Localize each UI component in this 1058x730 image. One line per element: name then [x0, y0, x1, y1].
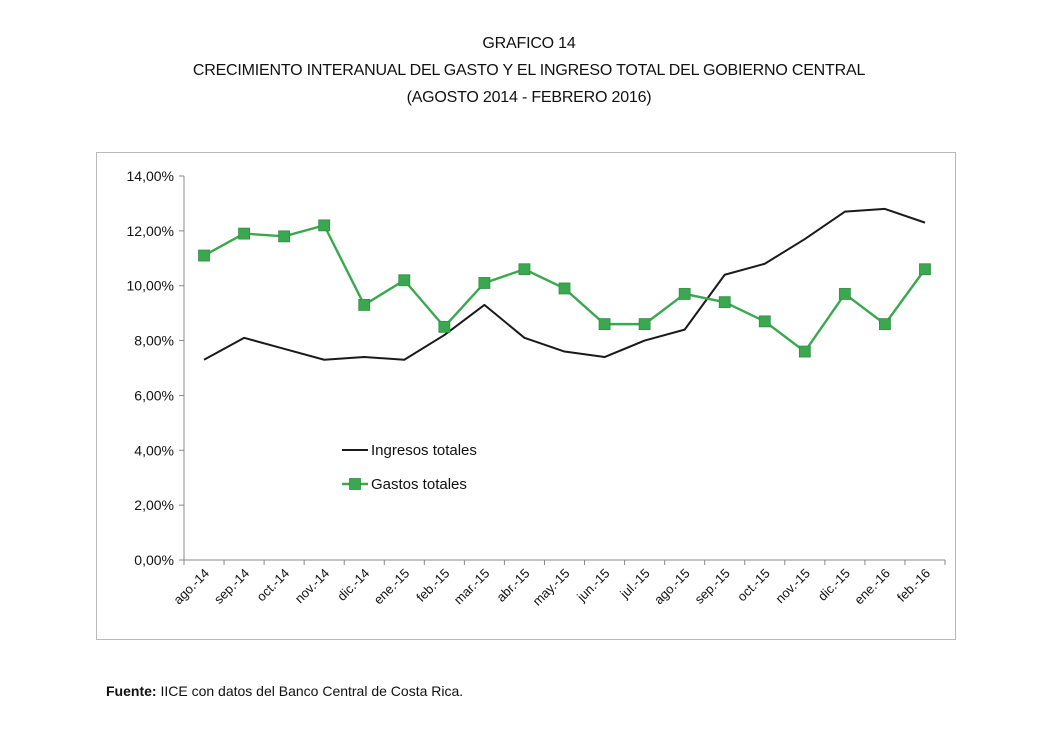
y-tick-label: 6,00% [134, 387, 174, 403]
data-point-gastos [398, 274, 411, 287]
figure-subtitle: (AGOSTO 2014 - FEBRERO 2016) [406, 89, 652, 106]
y-tick-label: 0,00% [134, 552, 174, 568]
x-tick-label: ene.-16 [851, 566, 893, 608]
figure-title: CRECIMIENTO INTERANUAL DEL GASTO Y EL IN… [192, 62, 866, 79]
legend-marker-gastos [349, 478, 361, 490]
x-tick-label: mar.-15 [451, 566, 493, 608]
data-point-gastos [919, 263, 931, 276]
x-tick-label: nov.-14 [292, 566, 333, 607]
data-point-gastos [238, 227, 250, 240]
legend-label-gastos: Gastos totales [371, 476, 467, 493]
x-tick-label: nov.-15 [772, 566, 813, 607]
data-point-gastos [598, 318, 611, 331]
data-point-gastos [838, 288, 851, 300]
x-tick-label: oct.-14 [254, 566, 293, 605]
legend-label-ingresos: Ingresos totales [371, 442, 477, 459]
y-tick-label: 14,00% [127, 168, 174, 184]
x-tick-label: ago.-15 [651, 566, 693, 608]
y-tick-label: 8,00% [134, 333, 174, 349]
data-point-gastos [758, 315, 771, 328]
source-note: Fuente: IICE con datos del Banco Central… [106, 683, 463, 699]
x-tick-label: jul.-15 [616, 566, 652, 602]
data-point-gastos [718, 296, 731, 309]
y-tick-label: 2,00% [134, 497, 174, 513]
data-point-gastos [798, 345, 811, 358]
x-tick-label: dic.-14 [334, 566, 372, 604]
data-point-gastos [478, 277, 491, 289]
x-tick-label: abr.-15 [493, 566, 532, 605]
x-tick-label: ene.-15 [371, 566, 413, 608]
x-tick-label: feb.-15 [413, 566, 452, 605]
data-point-gastos [198, 249, 210, 262]
data-point-gastos [358, 299, 371, 311]
series-line-ingresos [203, 207, 926, 361]
y-tick-label: 4,00% [134, 442, 174, 458]
source-label: Fuente: [106, 683, 157, 699]
chart-frame: 0,00% 2,00% 4,00% 6,00% 8,00% 10,00% 12,00% 14,… [96, 152, 956, 640]
figure-number: GRAFICO 14 [482, 35, 576, 52]
source-text: IICE con datos del Banco Central de Cost… [156, 683, 464, 699]
data-point-gastos [638, 318, 651, 331]
y-tick-label: 10,00% [127, 278, 174, 294]
y-tick-label: 12,00% [127, 223, 174, 239]
x-tick-label: jun.-15 [573, 566, 612, 605]
data-point-gastos [558, 282, 571, 295]
chart-title-block: GRAFICO 14 CRECIMIENTO INTERANUAL DEL GA… [0, 30, 1058, 111]
x-tick-label: ago.-14 [170, 566, 212, 608]
x-tick-label: oct.-15 [734, 566, 773, 605]
x-tick-label: feb.-16 [894, 566, 933, 605]
data-point-gastos [278, 230, 291, 243]
x-tick-label: may.-15 [529, 566, 572, 609]
data-point-gastos [678, 288, 691, 300]
data-point-gastos [318, 219, 331, 232]
data-point-gastos [879, 318, 891, 331]
data-point-gastos [438, 320, 451, 333]
data-point-gastos [518, 263, 531, 276]
x-tick-label: sep.-14 [211, 566, 252, 607]
x-tick-label: dic.-15 [815, 566, 853, 604]
line-chart: 0,00% 2,00% 4,00% 6,00% 8,00% 10,00% 12,00% 14,… [127, 168, 946, 609]
x-tick-label: sep.-15 [692, 566, 733, 607]
